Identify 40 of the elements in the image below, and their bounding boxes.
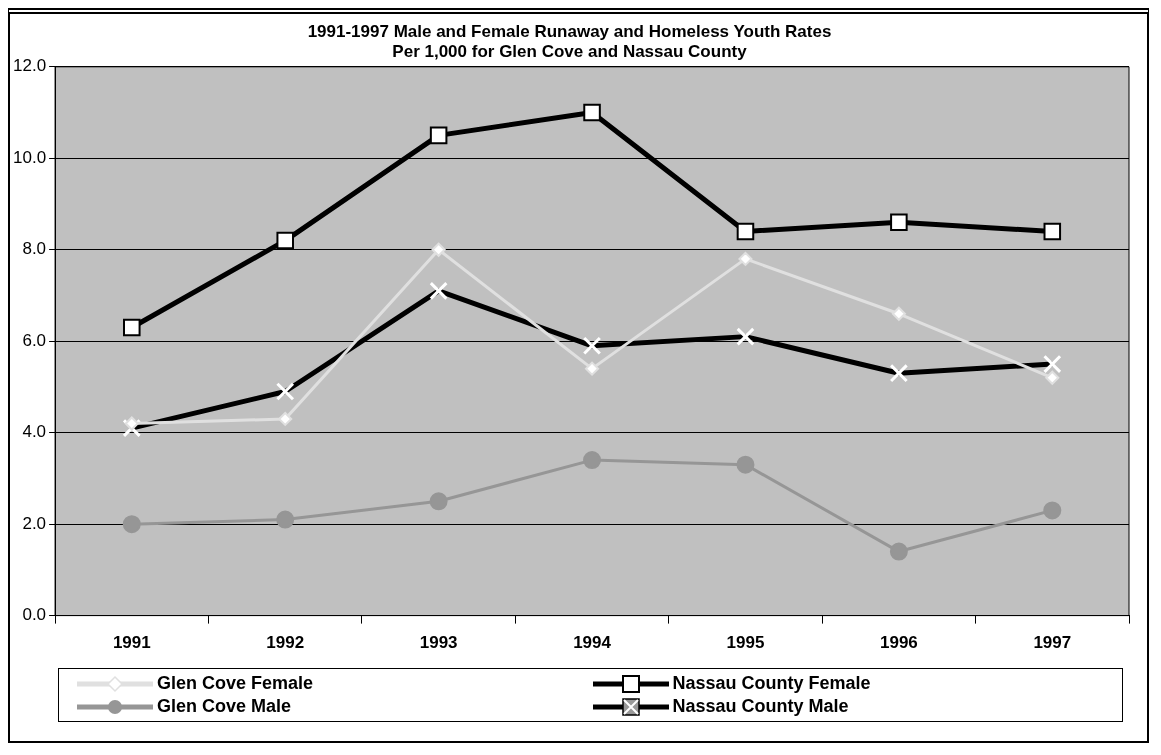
point — [276, 510, 295, 529]
point — [429, 126, 448, 145]
y-tick-label: 8.0 — [22, 239, 47, 259]
point — [124, 416, 139, 431]
point — [123, 318, 141, 337]
legend-label: Glen Cove Male — [157, 696, 292, 717]
y-tick-label: 10.0 — [12, 147, 47, 167]
point — [585, 361, 600, 376]
point — [736, 455, 755, 474]
y-tick-label: 4.0 — [22, 422, 47, 442]
point — [736, 222, 755, 241]
y-tick-label: 0.0 — [22, 605, 47, 625]
point — [1043, 501, 1062, 520]
point — [889, 542, 908, 561]
x-tick-label: 1991 — [112, 633, 151, 653]
chart-title: 1991-1997 Male and Female Runaway and Homeless Youth Rates Per 1,000 for Glen Cove and Nassau County — [307, 21, 832, 62]
x-tick-label: 1994 — [573, 633, 612, 653]
y-tick-label: 12.0 — [12, 56, 47, 76]
x-tick-label: 1992 — [266, 633, 305, 653]
point — [583, 451, 602, 470]
x-tick-label: 1996 — [879, 633, 918, 653]
point — [738, 251, 753, 266]
point — [890, 213, 908, 232]
legend-label: Nassau County Male — [672, 696, 849, 717]
point — [429, 492, 448, 511]
point — [583, 103, 601, 122]
y-tick-label: 6.0 — [22, 330, 47, 350]
x-tick-label: 1993 — [419, 633, 458, 653]
legend-label: Glen Cove Female — [157, 673, 314, 694]
legend-label: Nassau County Female — [672, 673, 871, 694]
point — [122, 515, 141, 534]
point — [891, 306, 906, 321]
point — [278, 411, 293, 426]
y-tick-label: 2.0 — [22, 513, 47, 533]
x-tick-label: 1995 — [726, 633, 765, 653]
point — [1043, 222, 1062, 241]
point — [1045, 370, 1060, 385]
point — [276, 231, 294, 250]
point — [431, 242, 446, 257]
x-tick-label: 1997 — [1033, 633, 1072, 653]
